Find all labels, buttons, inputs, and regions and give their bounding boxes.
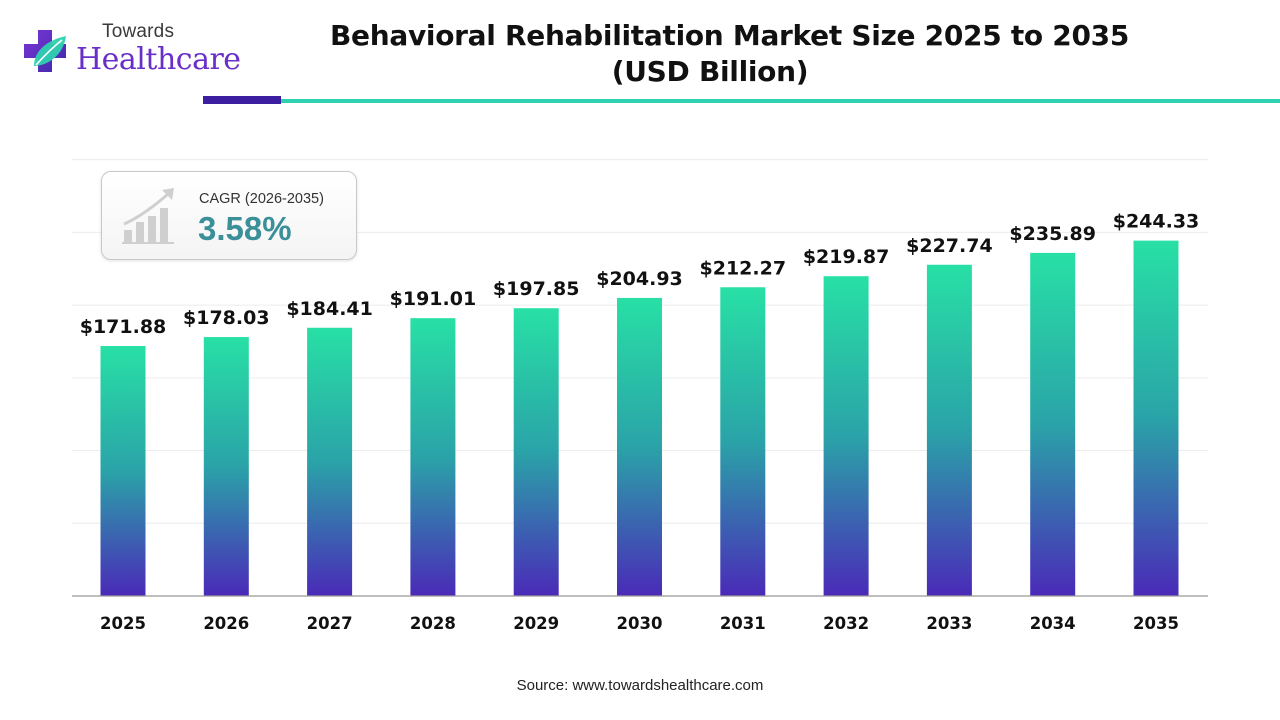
x-tick-2028: 2028 [410, 614, 456, 633]
cagr-label: CAGR (2026-2035) [199, 191, 324, 207]
bar-2027 [307, 327, 353, 596]
x-tick-2025: 2025 [100, 614, 146, 633]
value-label-2032: $219.87 [803, 246, 890, 268]
growth-bar-chart-icon [122, 188, 174, 244]
bar-2035 [1133, 240, 1179, 596]
bar-2032 [823, 276, 869, 596]
x-tick-2031: 2031 [720, 614, 766, 633]
value-label-2027: $184.41 [286, 298, 373, 320]
x-tick-2027: 2027 [307, 614, 353, 633]
x-tick-2035: 2035 [1133, 614, 1179, 633]
bar-2033 [926, 264, 972, 596]
x-tick-2030: 2030 [617, 614, 663, 633]
chart-title: Behavioral Rehabilitation Market Size 20… [330, 18, 1130, 90]
value-label-2034: $235.89 [1009, 223, 1096, 245]
header-rule [281, 99, 1280, 103]
chart-title-line1: Behavioral Rehabilitation Market Size 20… [330, 19, 1130, 52]
value-label-2026: $178.03 [183, 307, 270, 329]
value-label-2028: $191.01 [390, 288, 477, 310]
source-note: Source: www.towardshealthcare.com [516, 677, 764, 694]
bar-2029 [513, 308, 559, 596]
brand-main-word: Healthcare [76, 42, 241, 77]
cagr-value: 3.58% [198, 210, 292, 247]
bar-2034 [1030, 252, 1076, 596]
x-tick-2029: 2029 [513, 614, 559, 633]
bar-2026 [203, 337, 249, 596]
cagr-callout: CAGR (2026-2035) 3.58% [101, 171, 357, 260]
medical-cross-leaf-icon [24, 30, 66, 72]
value-label-2025: $171.88 [80, 316, 167, 338]
value-label-2033: $227.74 [906, 235, 993, 257]
brand-top-word: Towards [102, 21, 175, 42]
brand-logo: Towards Healthcare [20, 20, 260, 84]
bar-2031 [720, 287, 766, 596]
bar-2028 [410, 318, 456, 596]
x-tick-2033: 2033 [926, 614, 972, 633]
x-tick-2034: 2034 [1030, 614, 1076, 633]
bars [100, 240, 1179, 596]
bar-2025 [100, 346, 146, 596]
value-label-2029: $197.85 [493, 278, 580, 300]
x-tick-2026: 2026 [203, 614, 249, 633]
bar-2030 [617, 297, 662, 596]
x-tick-labels: 2025 2026 2027 2028 2029 2030 2031 2032 2033 2034… [100, 614, 1179, 633]
value-label-2035: $244.33 [1113, 211, 1200, 233]
chart-title-line2: (USD Billion) [611, 55, 809, 88]
value-label-2031: $212.27 [700, 257, 787, 279]
x-tick-2032: 2032 [823, 614, 869, 633]
value-label-2030: $204.93 [596, 268, 683, 290]
value-labels: $171.88 $178.03 $184.41 $191.01 $197.85 $204.… [80, 211, 1200, 338]
header-rule-accent [203, 96, 281, 104]
